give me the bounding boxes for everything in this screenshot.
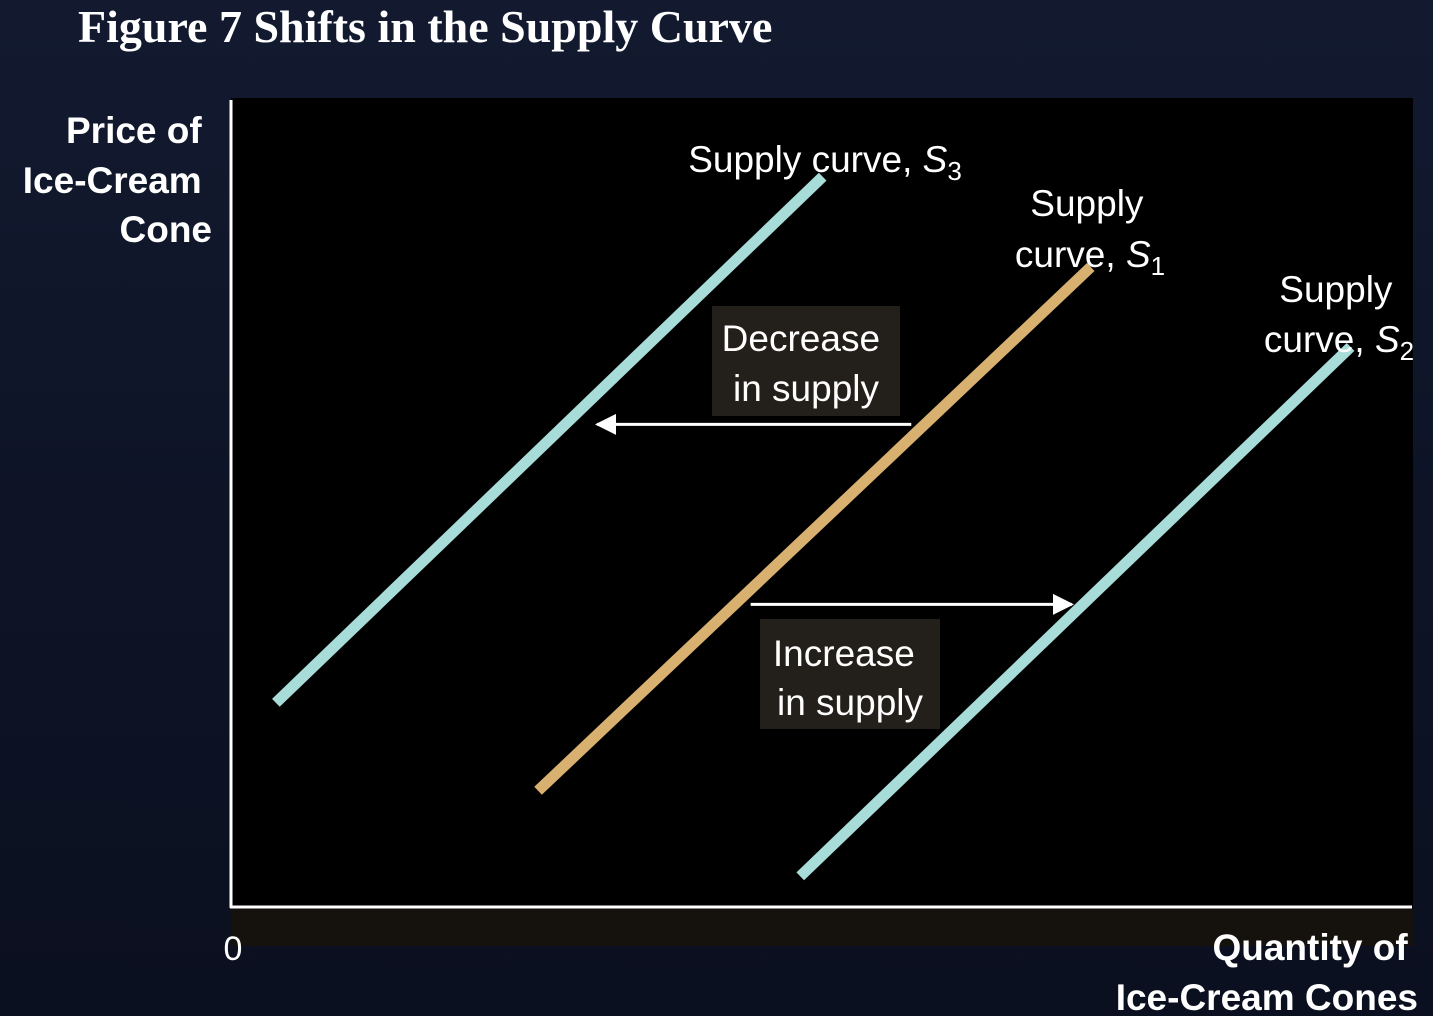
decrease-label-line: Decrease [722, 318, 880, 359]
origin-label: 0 [224, 930, 243, 968]
y-axis-label: Price of Ice-Cream Cone [23, 110, 212, 250]
x-axis-label: Quantity of Ice-Cream Cones [1116, 927, 1418, 1016]
plot-area-shadow [231, 908, 1413, 946]
y-axis-label-line: Ice-Cream [23, 160, 202, 201]
plot-area [231, 98, 1413, 908]
supply-curve-s3-label-text: Supply curve, [688, 139, 922, 180]
x-axis-label-line: Ice-Cream Cones [1116, 977, 1418, 1016]
decrease-label: Decrease in supply [722, 318, 891, 409]
supply-curve-s3-label-subscript: 3 [947, 156, 961, 186]
supply-curve-s2-label: Supply curve, S2 [1264, 269, 1414, 366]
increase-label-line: in supply [777, 682, 924, 723]
supply-curve-s1-label: Supply curve, S1 [1015, 183, 1165, 281]
supply-curve-s1-label-text: Supply [1030, 183, 1144, 224]
y-axis-label-line: Cone [120, 209, 213, 250]
decrease-label-box [712, 306, 900, 416]
supply-curve-s3-label-symbol: S [923, 139, 948, 180]
supply-curve-s2-label-subscript: 2 [1400, 336, 1414, 366]
supply-curve-s3-label: Supply curve, S3 [688, 139, 962, 186]
y-axis-label-line: Price of [66, 110, 202, 151]
supply-curve-s2-label-text: curve, [1264, 319, 1375, 360]
increase-label-box [760, 619, 940, 729]
decrease-label-line: in supply [733, 368, 880, 409]
supply-curve-s2-label-symbol: S [1375, 319, 1400, 360]
supply-curve-s1 [534, 263, 1095, 795]
increase-label-line: Increase [773, 633, 915, 674]
page-title: Figure 7 Shifts in the Supply Curve [78, 1, 772, 52]
supply-curve-s2 [796, 342, 1355, 881]
supply-curve-s1-label-symbol: S [1126, 234, 1151, 275]
supply-curve-s1-label-subscript: 1 [1151, 251, 1165, 281]
x-axis-label-line: Quantity of [1212, 927, 1408, 968]
supply-curve-s3 [272, 172, 827, 707]
supply-curve-s1-label-text: curve, [1015, 234, 1126, 275]
supply-curve-s2-label-text: Supply [1279, 269, 1393, 310]
increase-label: Increase in supply [773, 633, 925, 723]
